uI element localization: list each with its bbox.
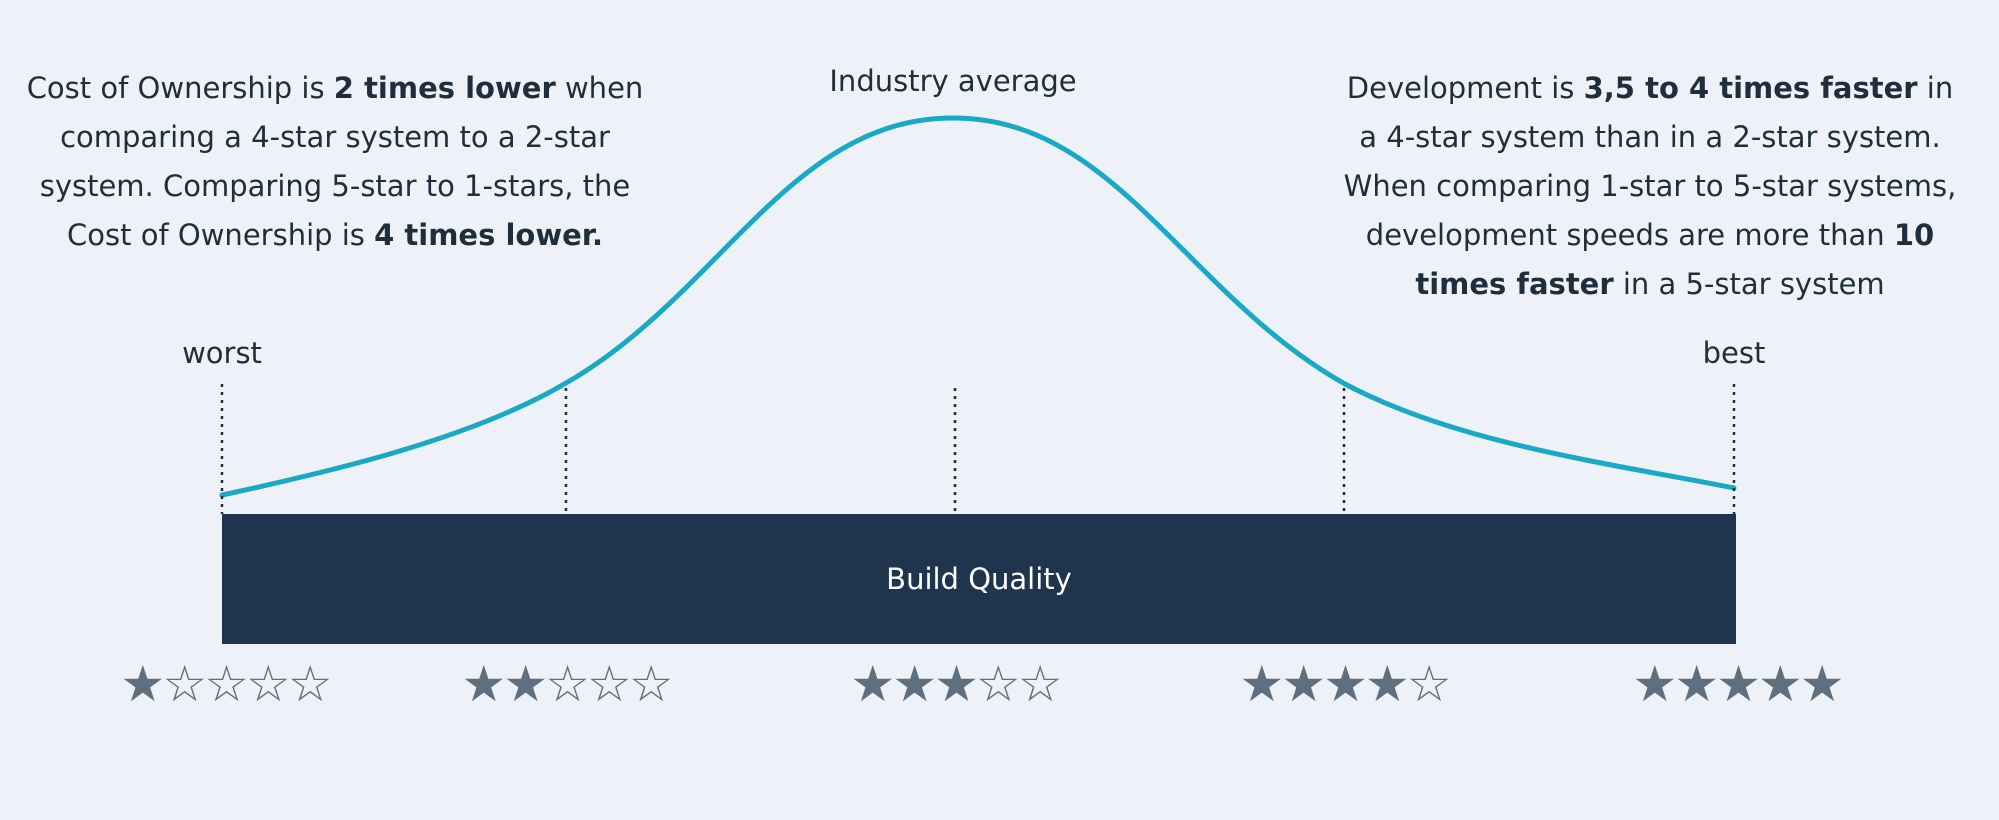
left-note-text-1: 2 times lower (333, 71, 556, 105)
filled-star-icon: ★ (1323, 655, 1368, 713)
filled-star-icon: ★ (1239, 655, 1284, 713)
empty-star-icon: ☆ (545, 655, 590, 713)
left-note-text-3: 4 times lower. (374, 218, 603, 252)
filled-star-icon: ★ (1674, 655, 1719, 713)
empty-star-icon: ☆ (162, 655, 207, 713)
empty-star-icon: ☆ (287, 655, 333, 713)
right-note-text-1: 3,5 to 4 times faster (1583, 71, 1918, 105)
best-label: best (1702, 336, 1766, 370)
filled-star-icon: ★ (1632, 655, 1677, 713)
rating-1-stars: ★☆☆☆☆ (120, 654, 333, 714)
development-speed-note: Development is 3,5 to 4 times faster in … (1335, 64, 1965, 309)
rating-3-stars: ★★★☆☆ (850, 654, 1063, 714)
empty-star-icon: ☆ (245, 655, 291, 713)
right-note-text-4: in a 5-star system (1613, 267, 1885, 301)
filled-star-icon: ★ (892, 655, 937, 713)
empty-star-icon: ☆ (1017, 655, 1063, 713)
right-note-text-3: 10 times faster (1415, 218, 1935, 301)
cost-of-ownership-note: Cost of Ownership is 2 times lower when … (20, 64, 650, 260)
rating-4-stars: ★★★★☆ (1239, 654, 1452, 714)
filled-star-icon: ★ (850, 655, 895, 713)
filled-star-icon: ★ (1799, 655, 1845, 713)
empty-star-icon: ☆ (1406, 655, 1452, 713)
empty-star-icon: ☆ (204, 655, 249, 713)
right-note-text-2: in a 4-star system than in a 2-star syst… (1343, 71, 1957, 252)
filled-star-icon: ★ (1281, 655, 1326, 713)
filled-star-icon: ★ (1364, 655, 1410, 713)
empty-star-icon: ☆ (628, 655, 674, 713)
rating-2-stars: ★★☆☆☆ (461, 654, 674, 714)
build-quality-bar: Build Quality (222, 514, 1736, 644)
right-note-text-0: Development is (1346, 71, 1584, 105)
filled-star-icon: ★ (1716, 655, 1761, 713)
filled-star-icon: ★ (1757, 655, 1803, 713)
left-note-text-2: when comparing a 4-star system to a 2-st… (39, 71, 644, 252)
filled-star-icon: ★ (461, 655, 506, 713)
rating-5-stars: ★★★★★ (1632, 654, 1845, 714)
empty-star-icon: ☆ (586, 655, 632, 713)
build-quality-label: Build Quality (886, 562, 1072, 596)
worst-label: worst (182, 336, 262, 370)
empty-star-icon: ☆ (975, 655, 1021, 713)
bell-curve (219, 115, 1737, 498)
filled-star-icon: ★ (934, 655, 979, 713)
industry-average-label: Industry average (829, 64, 1077, 98)
left-note-text-0: Cost of Ownership is (26, 71, 334, 105)
filled-star-icon: ★ (120, 655, 165, 713)
filled-star-icon: ★ (503, 655, 548, 713)
